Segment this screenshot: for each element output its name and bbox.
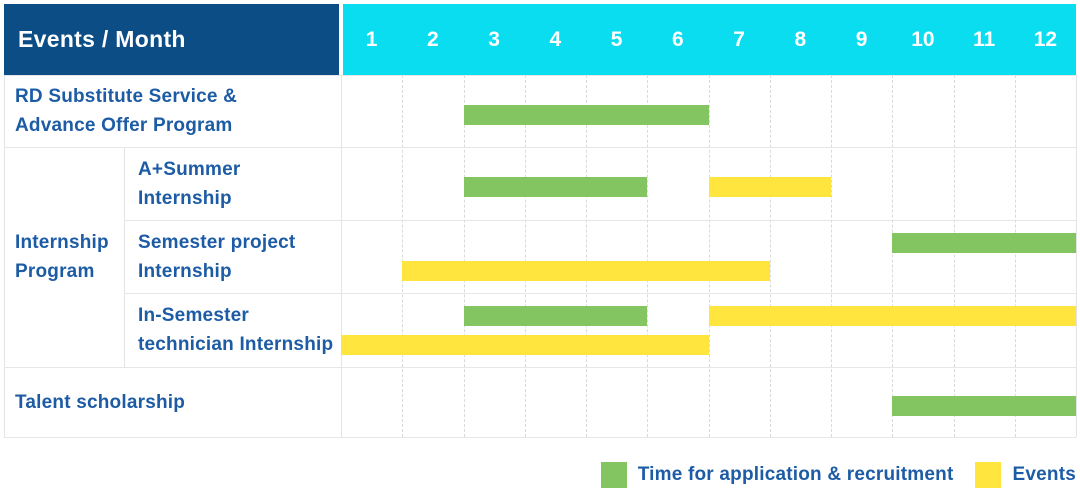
- events-month-title: Events / Month: [18, 26, 186, 52]
- month-header-5: 5: [610, 27, 623, 51]
- table-border-line: [1076, 75, 1077, 437]
- month-gridline: [892, 75, 894, 437]
- row-label-line: Internship: [138, 260, 232, 282]
- month-header-10: 10: [911, 27, 935, 51]
- row-label-line: technician Internship: [138, 334, 334, 355]
- row-label-4: Talent scholarship: [4, 367, 341, 437]
- month-gridline: [647, 75, 649, 437]
- row-label-line: A+Summer: [138, 158, 241, 180]
- row-border-line: [124, 220, 1076, 221]
- month-gridline: [463, 75, 465, 437]
- gantt-bar-application: [463, 177, 648, 197]
- group-label-internship-program: Internship Program: [4, 147, 124, 367]
- row-label-0: RD Substitute Service & Advance Offer Pro…: [4, 75, 341, 147]
- legend: Time for application & recruitment Event…: [600, 461, 1076, 489]
- gantt-bar-event: [708, 306, 1076, 326]
- gantt-bar-application: [892, 396, 1076, 416]
- row-border-line: [4, 147, 1076, 148]
- month-gridline: [708, 75, 710, 437]
- month-header-9: 9: [855, 27, 868, 51]
- row-border-line: [4, 437, 1076, 438]
- events-swatch-icon: [975, 462, 1002, 488]
- gantt-bar-application: [463, 105, 709, 125]
- month-header-11: 11: [973, 27, 996, 51]
- month-gridline: [953, 75, 955, 437]
- row-label-line: RD Substitute Service &: [15, 86, 238, 107]
- month-header-3: 3: [488, 27, 500, 51]
- legend-label-application: Time for application & recruitment: [637, 464, 954, 485]
- row-label-line: In-Semester: [138, 305, 249, 326]
- row-label-1: A+Summer Internship: [124, 147, 341, 220]
- month-gridline: [769, 75, 771, 437]
- month-header-1: 1: [365, 27, 378, 51]
- month-header-band: [343, 4, 1076, 75]
- month-gridline: [586, 75, 587, 437]
- month-gridline: [831, 75, 832, 437]
- row-border-line: [4, 367, 1076, 368]
- table-border-line: [341, 75, 342, 437]
- row-border-line: [4, 75, 1076, 76]
- month-header-6: 6: [672, 27, 684, 51]
- row-label-2: Semester project Internship: [124, 220, 341, 293]
- month-header-7: 7: [733, 27, 745, 51]
- table-border-line: [124, 147, 125, 367]
- month-gridline: [1014, 75, 1016, 437]
- table-border-line: [4, 75, 5, 437]
- row-label-3: In-Semester technician Internship: [124, 293, 341, 367]
- gantt-bar-application: [463, 306, 648, 326]
- gantt-bar-event: [708, 177, 831, 197]
- month-gridline: [524, 75, 526, 437]
- gantt-bar-event: [341, 335, 709, 355]
- month-header-4: 4: [549, 27, 562, 51]
- month-header-2: 2: [427, 27, 439, 51]
- gantt-bar-application: [892, 233, 1076, 253]
- month-header-12: 12: [1033, 27, 1058, 51]
- month-header-8: 8: [794, 27, 807, 51]
- row-label-line: Internship Program: [15, 232, 109, 282]
- application-recruitment-swatch-icon: [600, 462, 627, 488]
- row-label-line: Advance Offer Program: [15, 115, 233, 136]
- row-label-line: Semester project: [138, 231, 296, 253]
- legend-label-events: Events: [1012, 464, 1076, 485]
- events-month-header-cell: Events / Month: [4, 4, 339, 75]
- row-label-line: Internship: [138, 187, 232, 209]
- row-border-line: [124, 293, 1076, 294]
- row-label-line: Talent scholarship: [15, 391, 186, 413]
- gantt-bar-event: [402, 261, 770, 281]
- month-gridline: [402, 75, 404, 437]
